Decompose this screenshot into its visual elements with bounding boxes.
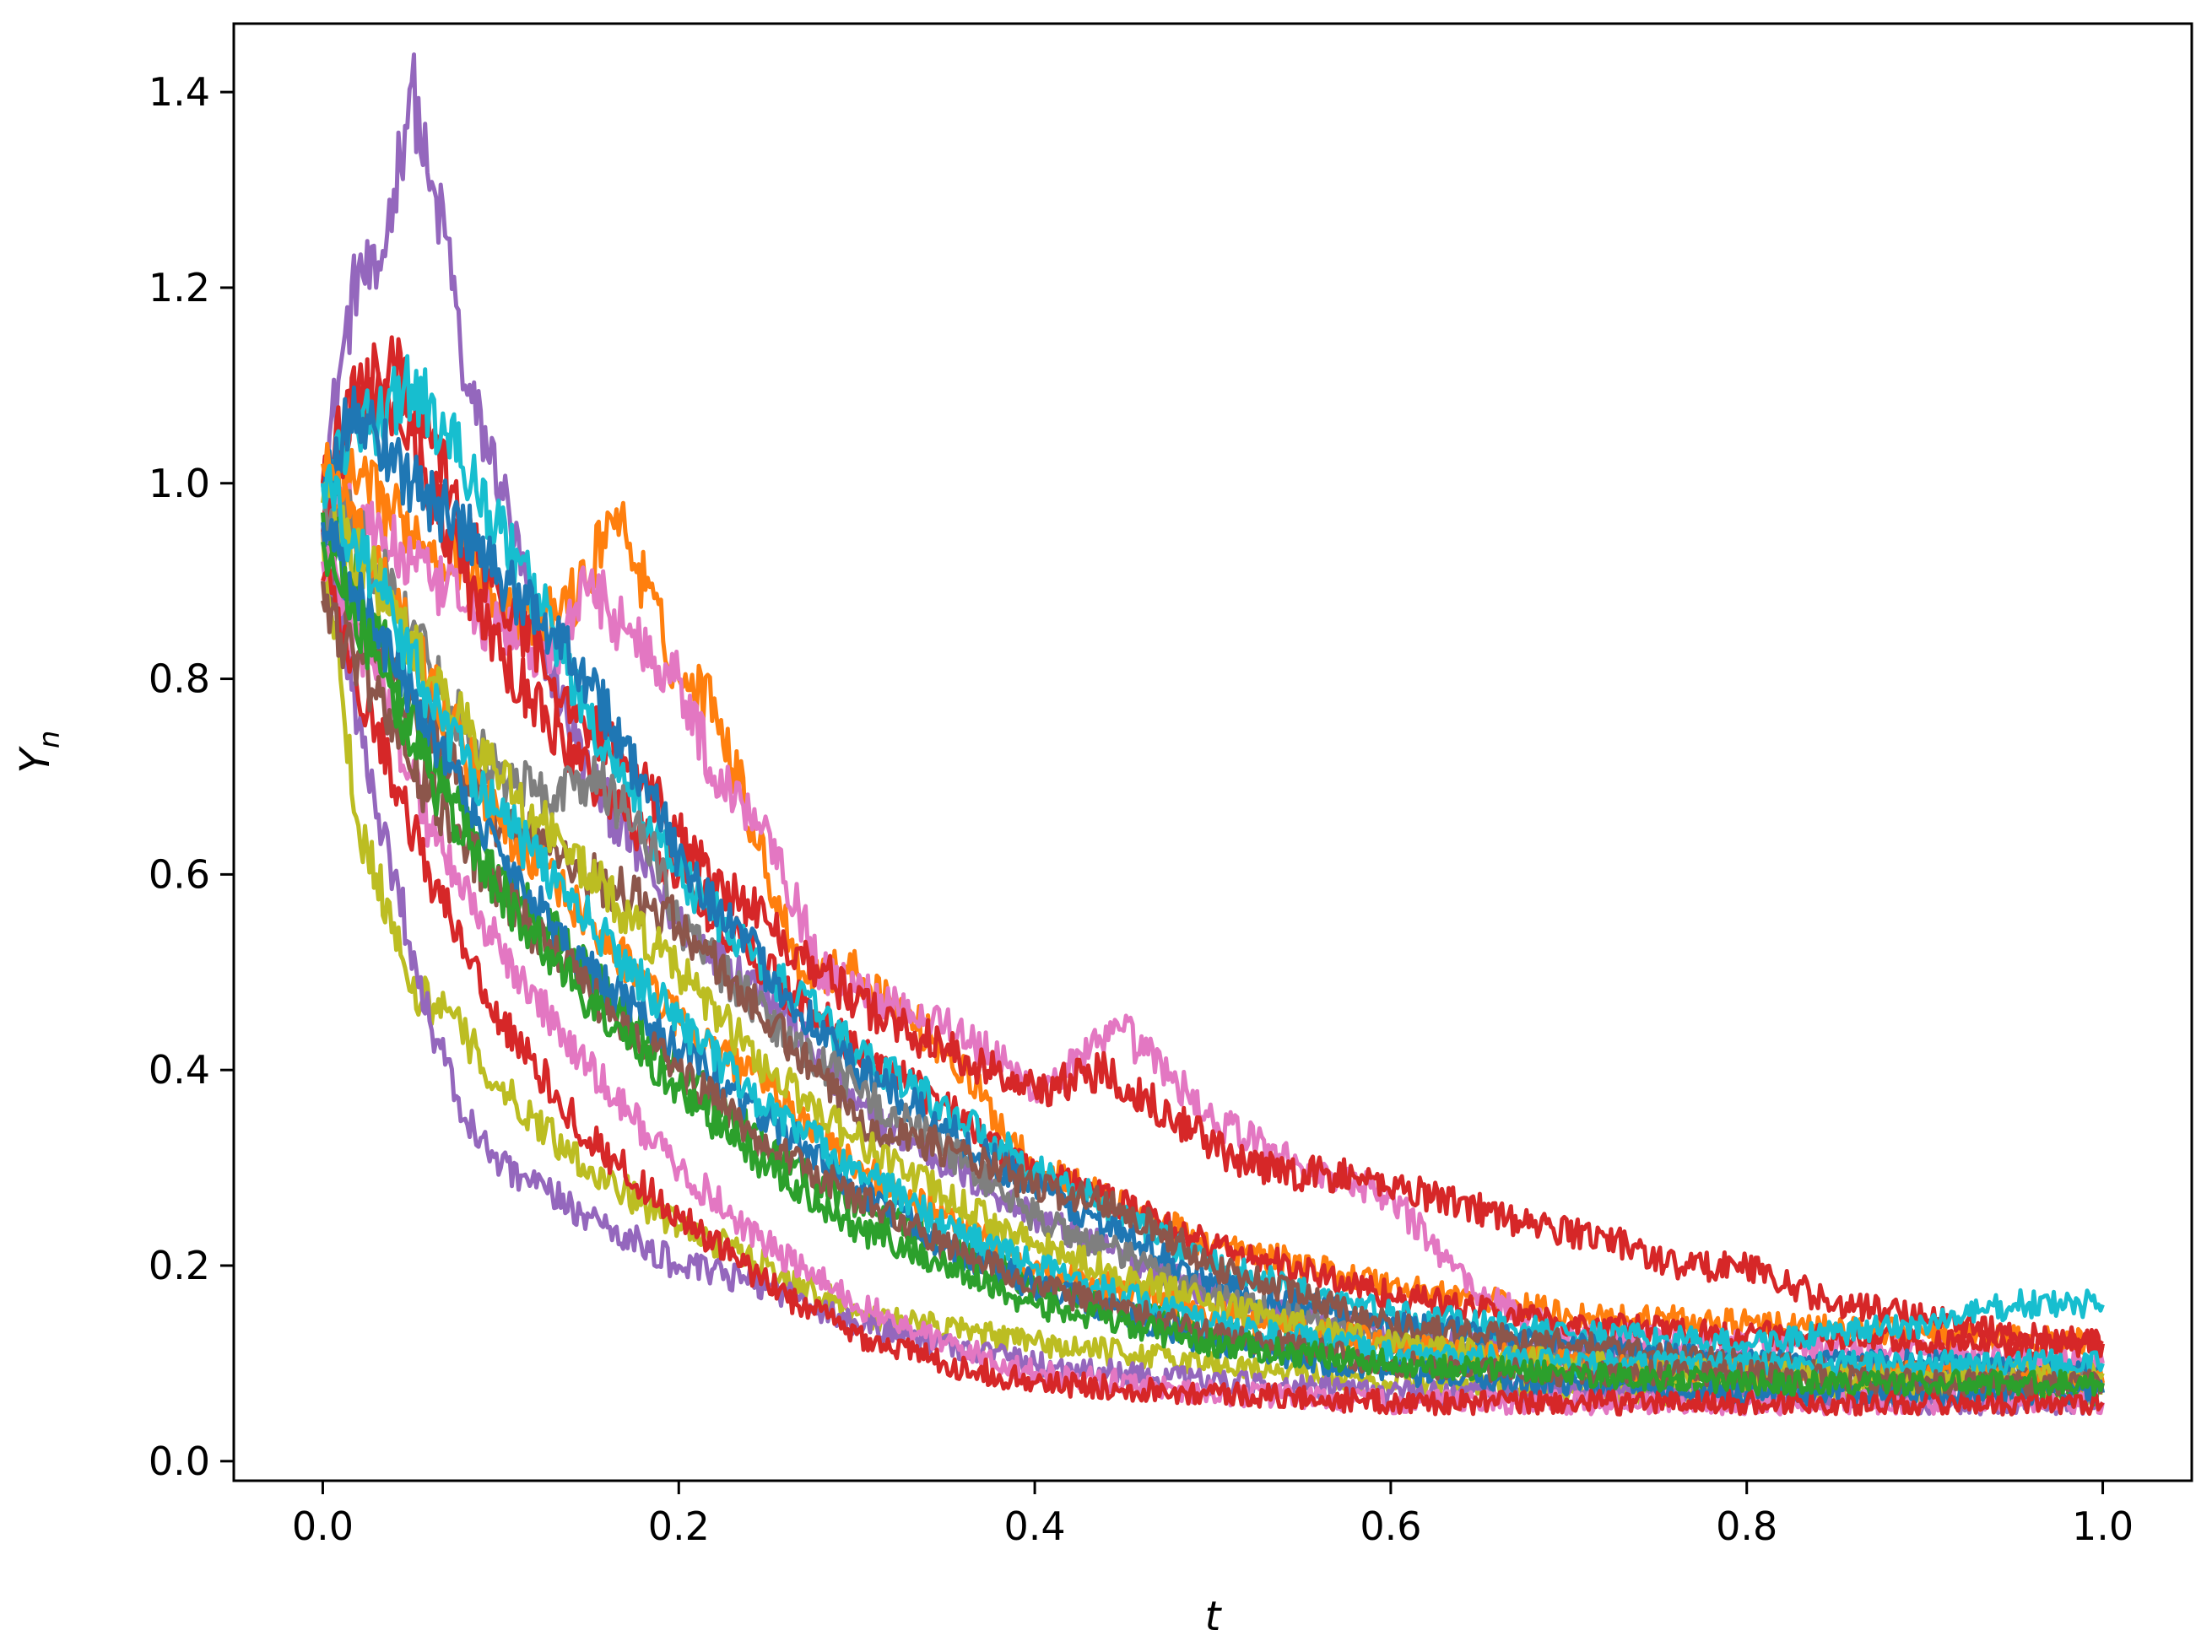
x-tick-label-4: 0.8 <box>1716 1504 1777 1549</box>
x-tick-label-2: 0.4 <box>1004 1504 1066 1549</box>
series-line-9 <box>321 566 2105 1396</box>
series-line-20 <box>321 541 2105 1397</box>
x-tick-label-5: 1.0 <box>2072 1504 2134 1549</box>
series-line-17 <box>321 567 2105 1417</box>
y-axis-label-subscript: n <box>33 731 67 749</box>
y-axis-ticks: 0.0 0.2 0.4 0.6 0.8 1.0 1.2 1.4 <box>149 69 234 1484</box>
series-line-18 <box>321 463 2105 1379</box>
y-tick-label-4: 0.8 <box>149 656 210 702</box>
y-tick-label-0: 0.0 <box>149 1439 210 1484</box>
x-axis-label: t <box>1205 1593 1223 1640</box>
y-tick-label-2: 0.4 <box>149 1047 210 1093</box>
series-line-5 <box>321 357 2104 1359</box>
y-tick-label-7: 1.4 <box>149 69 210 115</box>
plot-area-frame <box>232 22 2193 1482</box>
x-axis-ticks: 0.0 0.2 0.4 0.6 0.8 1.0 <box>292 1481 2134 1549</box>
y-tick-label-1: 0.2 <box>149 1243 210 1288</box>
y-axis-label-main: Y <box>12 745 59 773</box>
y-tick-label-3: 0.6 <box>149 851 210 897</box>
x-tick-label-0: 0.0 <box>292 1504 354 1549</box>
y-tick-label-6: 1.2 <box>149 265 210 310</box>
y-axis-label: Yn <box>12 731 67 774</box>
series-layer <box>321 52 2105 1417</box>
x-tick-label-3: 0.6 <box>1360 1504 1421 1549</box>
y-tick-label-5: 1.0 <box>149 461 210 506</box>
x-tick-label-1: 0.2 <box>648 1504 710 1549</box>
